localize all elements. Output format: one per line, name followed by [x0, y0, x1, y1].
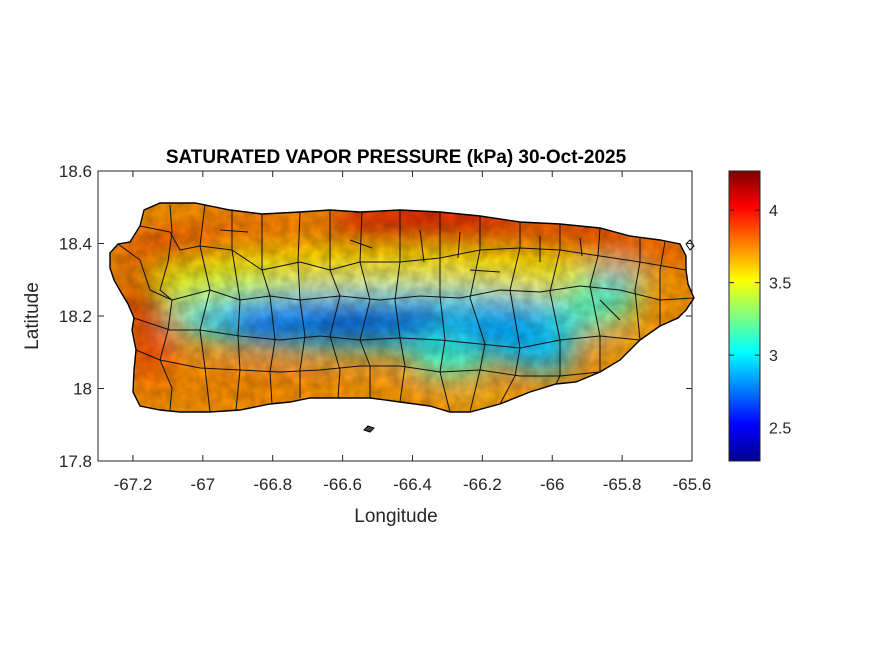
y-axis: 17.8 18 18.2 18.4 18.6 [59, 162, 692, 471]
island-outline [109, 202, 695, 413]
x-tick-label: -66 [540, 475, 565, 494]
chart-title: SATURATED VAPOR PRESSURE (kPa) 30-Oct-20… [166, 147, 627, 168]
colorbar-tick-label: 3 [769, 348, 778, 365]
x-tick-label: -66.4 [393, 475, 432, 494]
y-tick-label: 18 [73, 380, 92, 399]
x-axis-label: Longitude [354, 506, 437, 527]
x-tick-label: -66.6 [323, 475, 362, 494]
x-tick-label: -65.8 [603, 475, 642, 494]
y-tick-label: 18.4 [59, 235, 92, 254]
x-tick-label: -67 [191, 475, 216, 494]
y-axis-label: Latitude [22, 282, 43, 350]
x-tick-label: -66.2 [463, 475, 502, 494]
colorbar-tick-label: 4 [769, 203, 778, 220]
x-axis: -67.2 -67 -66.8 -66.6 -66.4 -66.2 -66 -65.8 -65.… [114, 171, 712, 494]
colorbar-tick-label: 3.5 [769, 276, 791, 293]
municipal-boundaries [117, 203, 695, 413]
colorbar-ticks: 2.5 3 3.5 4 [729, 203, 791, 438]
offshore-islet [685, 239, 695, 251]
y-tick-label: 18.6 [59, 162, 92, 181]
y-tick-label: 17.8 [59, 452, 92, 471]
x-tick-label: -65.6 [673, 475, 712, 494]
heatmap-field [110, 203, 694, 412]
x-tick-label: -66.8 [253, 475, 292, 494]
offshore-islet [363, 425, 375, 433]
y-tick-label: 18.2 [59, 307, 92, 326]
colorbar [728, 170, 761, 462]
x-tick-label: -67.2 [114, 475, 153, 494]
colorbar-tick-label: 2.5 [769, 421, 791, 438]
